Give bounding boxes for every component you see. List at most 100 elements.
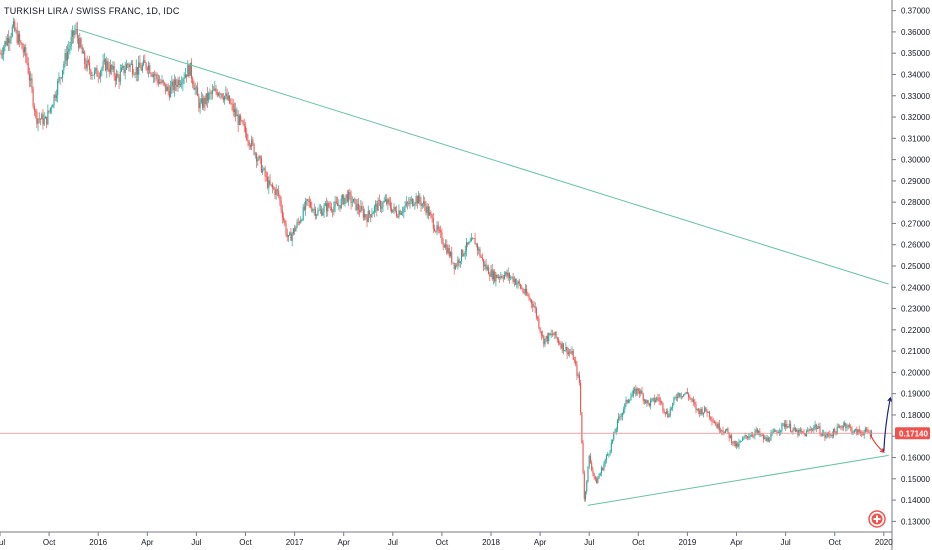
candle-body <box>818 426 820 429</box>
candle-body <box>167 86 169 92</box>
candle-body <box>244 126 247 134</box>
candle-body <box>149 65 151 74</box>
candle-body <box>717 423 719 428</box>
candle-body <box>572 350 574 360</box>
candle-body <box>125 64 127 70</box>
candle-body <box>457 259 459 266</box>
candle-body <box>436 225 438 232</box>
candle-body <box>424 201 426 206</box>
candle-body <box>576 364 578 376</box>
candle-body <box>608 453 610 455</box>
candle-body <box>782 423 784 425</box>
candle-body <box>846 427 848 428</box>
candle-body <box>242 120 244 125</box>
candle-body <box>631 394 633 397</box>
candle-body <box>251 139 253 147</box>
candle-body <box>467 242 469 245</box>
candle-body <box>754 432 756 436</box>
candle-body <box>808 430 810 431</box>
candle-body <box>840 426 842 428</box>
candle-body <box>465 242 468 251</box>
candle-body <box>809 429 811 431</box>
candle-body <box>694 402 696 405</box>
candle-body <box>41 114 43 120</box>
candle-body <box>688 393 690 398</box>
candle-body <box>193 84 195 90</box>
candle-body <box>432 217 434 229</box>
candle-body <box>826 433 828 436</box>
candle-body <box>765 437 767 441</box>
candle-body <box>463 254 465 256</box>
candle-body <box>843 423 846 426</box>
candle-body <box>679 393 681 397</box>
candle-body <box>200 98 202 103</box>
candle-body <box>611 439 614 443</box>
settings-icon[interactable] <box>868 510 886 528</box>
candle-body <box>781 423 783 431</box>
candle-body <box>760 435 762 436</box>
candle-body <box>68 48 70 52</box>
candle-body <box>63 63 65 71</box>
candle-body <box>198 96 200 109</box>
candle-body <box>165 83 167 92</box>
candle-body <box>569 351 571 353</box>
candle-body <box>111 65 113 70</box>
candle-body <box>139 62 141 68</box>
candle-body <box>49 107 51 112</box>
candle-body <box>291 233 293 241</box>
candle-body <box>715 423 717 425</box>
candle-body <box>516 283 518 285</box>
candle-body <box>262 169 264 173</box>
candle-body <box>733 440 735 444</box>
candle-body <box>146 68 148 71</box>
candle-body <box>327 202 329 212</box>
candle-body <box>64 53 66 64</box>
candle-body <box>38 118 40 120</box>
candle-body <box>360 206 362 213</box>
candle-body <box>231 103 233 105</box>
y-tick-label: 0.22000 <box>901 326 930 335</box>
candle-body <box>249 145 251 147</box>
candle-body <box>804 433 806 437</box>
candle-body <box>307 199 309 201</box>
candle-body <box>627 400 630 403</box>
candle-body <box>464 250 466 255</box>
candle-body <box>150 73 152 75</box>
candle-body <box>755 429 757 433</box>
candle-body <box>324 203 326 206</box>
candle-body <box>619 416 621 418</box>
candle-body <box>133 74 135 75</box>
candle-body <box>742 438 744 441</box>
candle-body <box>678 393 680 397</box>
candle-body <box>801 431 803 432</box>
candle-body <box>108 69 110 73</box>
candle-body <box>359 209 361 213</box>
candle-body <box>335 201 337 203</box>
candle-body <box>216 91 218 96</box>
candle-body <box>79 38 81 48</box>
y-tick-label: 0.15000 <box>901 475 930 484</box>
candle-body <box>519 284 522 289</box>
candle-body <box>430 212 432 215</box>
candle-body <box>813 427 815 431</box>
candle-body <box>54 94 56 99</box>
price-badge-label: 0.17140 <box>899 429 928 438</box>
candle-body <box>80 38 82 48</box>
candle-body <box>105 59 107 71</box>
time-axis[interactable]: Jul Oct 2016 Apr Jul Oct 2017 Apr Jul Oct 2018 Apr J… <box>0 531 893 547</box>
candle-body <box>410 198 412 201</box>
price-axis[interactable]: 0.37000 0.36000 0.35000 0.34000 0.33000 0.320… <box>891 0 930 550</box>
candle-body <box>564 350 566 352</box>
candle-body <box>474 238 476 245</box>
candle-body <box>691 399 693 401</box>
candle-body <box>853 430 855 433</box>
candle-body <box>313 209 315 210</box>
candle-body <box>613 432 615 440</box>
candle-body <box>21 43 23 49</box>
candle-body <box>143 59 145 66</box>
candle-body <box>683 394 685 397</box>
candle-body <box>713 421 715 424</box>
candle-body <box>10 36 12 40</box>
candle-body <box>468 242 470 245</box>
